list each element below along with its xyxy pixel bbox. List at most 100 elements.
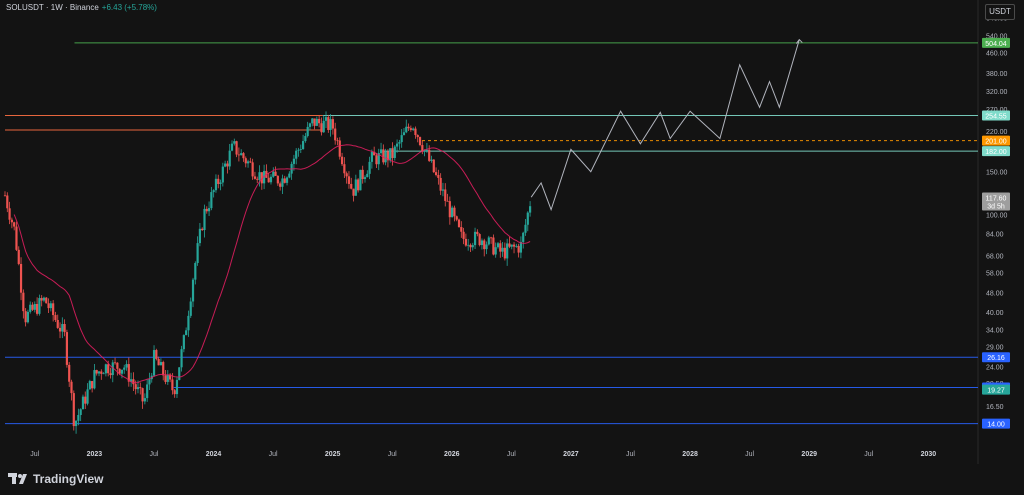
candle-body <box>219 182 222 184</box>
candle-body <box>214 178 218 191</box>
candle-body <box>141 388 144 402</box>
candle-body <box>437 174 440 178</box>
candle-body <box>384 151 387 163</box>
y-tick-label: 40.00 <box>986 310 1004 317</box>
candle-body <box>79 409 82 415</box>
x-tick-label: Jul <box>388 451 397 458</box>
candle-body <box>237 154 240 156</box>
candle-body <box>166 374 169 382</box>
candle-body <box>476 231 479 235</box>
y-tick-label: 84.00 <box>986 231 1004 238</box>
candle-body <box>448 201 451 218</box>
x-tick-label: Jul <box>864 451 873 458</box>
candle-body <box>139 387 142 389</box>
price-chart[interactable]: 640.00540.00460.00380.00320.00270.00220.… <box>0 0 1024 465</box>
candle-body <box>182 335 185 350</box>
candle-body <box>391 148 394 158</box>
candle-body <box>118 368 121 374</box>
candle-body <box>338 140 341 157</box>
candle-body <box>320 123 323 133</box>
candle-body <box>97 371 101 374</box>
y-tick-label: 34.00 <box>986 327 1004 334</box>
candle-body <box>398 142 401 144</box>
candle-body <box>72 393 75 427</box>
y-tick-label: 58.00 <box>986 271 1004 278</box>
candle-body <box>455 216 458 220</box>
candle-body <box>203 208 206 231</box>
candle-body <box>295 150 298 159</box>
y-tick-label: 460.00 <box>986 51 1008 58</box>
candle-body <box>430 159 433 161</box>
moving-average-line <box>13 144 531 384</box>
candle-body <box>148 379 151 385</box>
candle-body <box>178 367 181 380</box>
candle-body <box>210 192 213 209</box>
candle-body <box>308 123 312 127</box>
candle-body <box>366 173 369 178</box>
candle-body <box>329 119 332 130</box>
candle-body <box>327 117 330 130</box>
price-tag <box>982 352 1010 363</box>
candle-body <box>175 379 179 395</box>
candle-body <box>88 381 91 390</box>
candle-body <box>40 298 43 301</box>
tradingview-logo[interactable]: TradingView <box>8 472 103 486</box>
price-tag-label: 26.16 <box>987 355 1005 362</box>
footer-bar <box>0 464 1024 495</box>
candle-body <box>120 369 124 374</box>
candle-body <box>288 173 291 178</box>
currency-button[interactable]: USDT <box>985 4 1015 20</box>
candle-body <box>407 126 410 129</box>
price-tag <box>982 418 1010 429</box>
candle-body <box>306 126 309 137</box>
candle-body <box>506 243 509 259</box>
candle-body <box>299 149 302 150</box>
candle-body <box>228 150 231 167</box>
candle-body <box>283 178 286 183</box>
candle-body <box>24 311 27 323</box>
candle-body <box>359 169 362 191</box>
candle-body <box>251 162 254 177</box>
candle-body <box>345 173 348 177</box>
candle-body <box>52 303 55 316</box>
candle-body <box>267 177 270 183</box>
price-tag <box>982 384 1010 395</box>
candle-body <box>499 243 502 252</box>
x-tick-label: Jul <box>149 451 158 458</box>
brand-name: TradingView <box>33 472 104 486</box>
candle-body <box>311 118 314 124</box>
candle-body <box>93 370 96 389</box>
candle-body <box>42 297 46 301</box>
candle-body <box>453 207 456 217</box>
candle-body <box>519 241 523 253</box>
x-tick-label: 2029 <box>801 451 817 458</box>
candle-body <box>425 149 429 151</box>
candle-body <box>421 145 424 152</box>
candle-body <box>269 176 273 183</box>
candle-body <box>164 375 167 382</box>
price-tag-label: 254.55 <box>985 113 1007 120</box>
candle-body <box>334 128 337 141</box>
candle-body <box>434 172 438 175</box>
candle-body <box>292 158 296 164</box>
candle-body <box>451 207 454 218</box>
y-tick-label: 150.00 <box>986 170 1008 177</box>
candle-body <box>10 219 13 223</box>
candle-body <box>260 172 263 184</box>
candle-body <box>485 244 488 250</box>
candle-body <box>432 159 435 173</box>
candle-body <box>478 234 481 246</box>
candle-body <box>395 143 399 147</box>
candle-body <box>336 140 339 142</box>
candle-body <box>512 244 516 247</box>
candle-body <box>304 136 307 142</box>
candle-body <box>352 188 355 196</box>
candle-body <box>65 332 69 365</box>
candle-body <box>45 297 48 304</box>
candle-body <box>494 247 497 255</box>
candle-body <box>136 387 140 390</box>
y-tick-label: 100.00 <box>986 213 1008 220</box>
candle-body <box>125 364 128 368</box>
candle-body <box>113 362 117 364</box>
